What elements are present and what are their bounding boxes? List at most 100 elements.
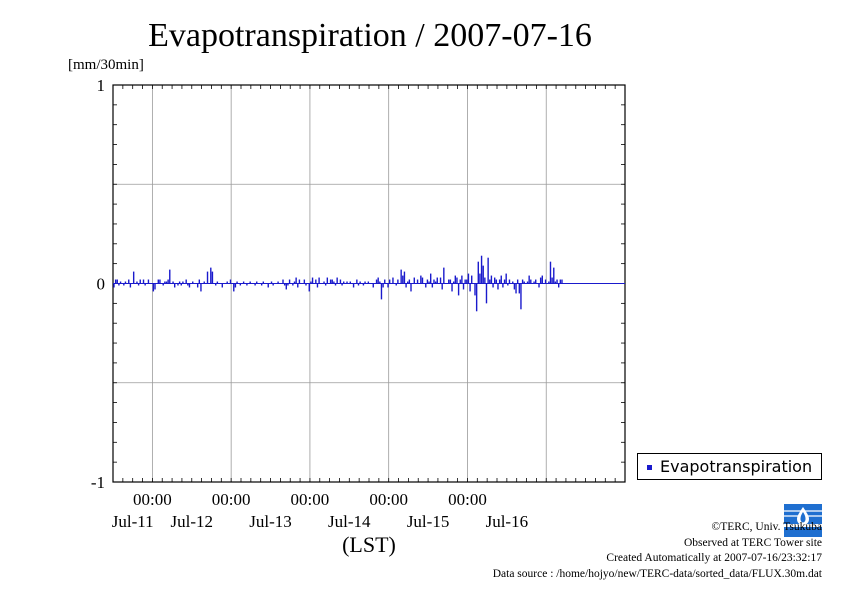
- data-bar: [397, 279, 399, 284]
- data-bar: [147, 279, 150, 284]
- data-bar: [375, 279, 378, 284]
- data-bar: [405, 283, 407, 288]
- data-bar: [541, 275, 543, 284]
- data-bar: [177, 283, 179, 286]
- data-bar: [505, 273, 507, 284]
- data-bar: [421, 277, 424, 284]
- data-bar: [267, 283, 269, 288]
- data-bar: [539, 277, 542, 284]
- data-bar: [316, 283, 319, 288]
- data-bar: [128, 279, 130, 284]
- data-bar: [475, 283, 478, 312]
- data-bar: [339, 279, 342, 284]
- data-bar: [154, 283, 156, 290]
- data-bar: [380, 283, 383, 300]
- data-bar: [451, 283, 453, 292]
- data-bar: [500, 275, 502, 284]
- data-bar: [249, 281, 251, 284]
- data-bar: [469, 283, 471, 292]
- data-bar: [384, 279, 386, 284]
- data-bar: [474, 283, 476, 296]
- data-bar: [144, 283, 146, 286]
- data-bar: [431, 283, 434, 288]
- data-bar: [262, 281, 265, 284]
- data-bar: [323, 281, 325, 284]
- data-bar: [288, 279, 291, 284]
- data-bar: [221, 283, 223, 288]
- data-bar: [282, 279, 284, 284]
- data-bar: [492, 283, 494, 288]
- data-bar: [518, 283, 521, 294]
- data-bar: [283, 283, 286, 286]
- y-tick-label: -1: [91, 473, 105, 492]
- data-bar: [357, 283, 360, 286]
- x-axis-label: (LST): [342, 532, 396, 557]
- data-bar: [210, 267, 212, 284]
- data-bar: [310, 281, 312, 284]
- data-bar: [118, 283, 120, 286]
- data-bar: [303, 279, 306, 284]
- data-bar: [528, 275, 530, 284]
- data-bar: [459, 279, 461, 284]
- y-tick-label: 1: [97, 76, 106, 95]
- created-timestamp-text: Created Automatically at 2007-07-16/23:3…: [606, 552, 822, 564]
- data-bar: [556, 279, 558, 284]
- data-bar: [429, 273, 432, 284]
- data-bar: [311, 277, 314, 284]
- data-bar: [428, 281, 430, 284]
- data-bar: [441, 283, 443, 290]
- data-bar: [165, 281, 168, 284]
- data-source-text: Data source : /home/hojyo/new/TERC-data/…: [492, 567, 822, 580]
- data-bar: [270, 281, 273, 284]
- data-bar: [356, 279, 358, 284]
- data-bar: [515, 283, 517, 294]
- data-bar: [331, 279, 333, 284]
- data-bar: [352, 283, 355, 288]
- x-tick-time-label: 00:00: [448, 490, 487, 509]
- data-bar: [464, 279, 466, 284]
- data-bar: [551, 277, 553, 284]
- data-bar: [513, 283, 516, 290]
- data-bar: [521, 279, 524, 284]
- data-bar: [305, 283, 307, 286]
- data-bar: [334, 283, 337, 286]
- data-bar: [452, 281, 455, 284]
- data-bar: [497, 283, 499, 290]
- data-bar: [162, 283, 164, 286]
- data-bar: [502, 283, 504, 288]
- data-bar: [173, 283, 176, 288]
- terc-logo-icon: [783, 502, 823, 538]
- data-bar: [433, 279, 435, 284]
- data-bar: [549, 261, 552, 284]
- data-bar: [315, 279, 317, 284]
- data-bar: [544, 279, 547, 284]
- observed-site-text: Observed at TERC Tower site: [683, 536, 822, 549]
- data-bar: [456, 277, 458, 284]
- data-bar: [226, 281, 228, 284]
- data-bar: [479, 273, 481, 284]
- data-bar: [477, 261, 479, 284]
- data-bar: [216, 281, 219, 284]
- data-bar: [426, 279, 429, 284]
- x-tick-date-label: Jul-15: [407, 512, 450, 531]
- data-bar: [516, 279, 519, 284]
- data-bar: [346, 281, 348, 284]
- data-bar: [367, 281, 370, 284]
- data-bar: [526, 281, 529, 284]
- data-bar: [185, 279, 187, 284]
- data-bar: [157, 279, 159, 284]
- data-bar: [308, 283, 310, 292]
- data-bars: [113, 255, 625, 312]
- data-bar: [295, 277, 297, 284]
- tick-labels: 1 0 -1 00:00 00:00 00:00 00:00 00:00 Jul-11 Jul-1…: [91, 76, 528, 531]
- data-bar: [234, 283, 237, 288]
- data-bar: [410, 283, 412, 292]
- data-bar: [132, 271, 135, 284]
- data-bar: [292, 283, 294, 286]
- data-bar: [187, 283, 189, 286]
- data-bar: [395, 283, 397, 286]
- data-bar: [535, 279, 537, 284]
- data-bar: [142, 279, 145, 284]
- data-bar: [260, 283, 263, 286]
